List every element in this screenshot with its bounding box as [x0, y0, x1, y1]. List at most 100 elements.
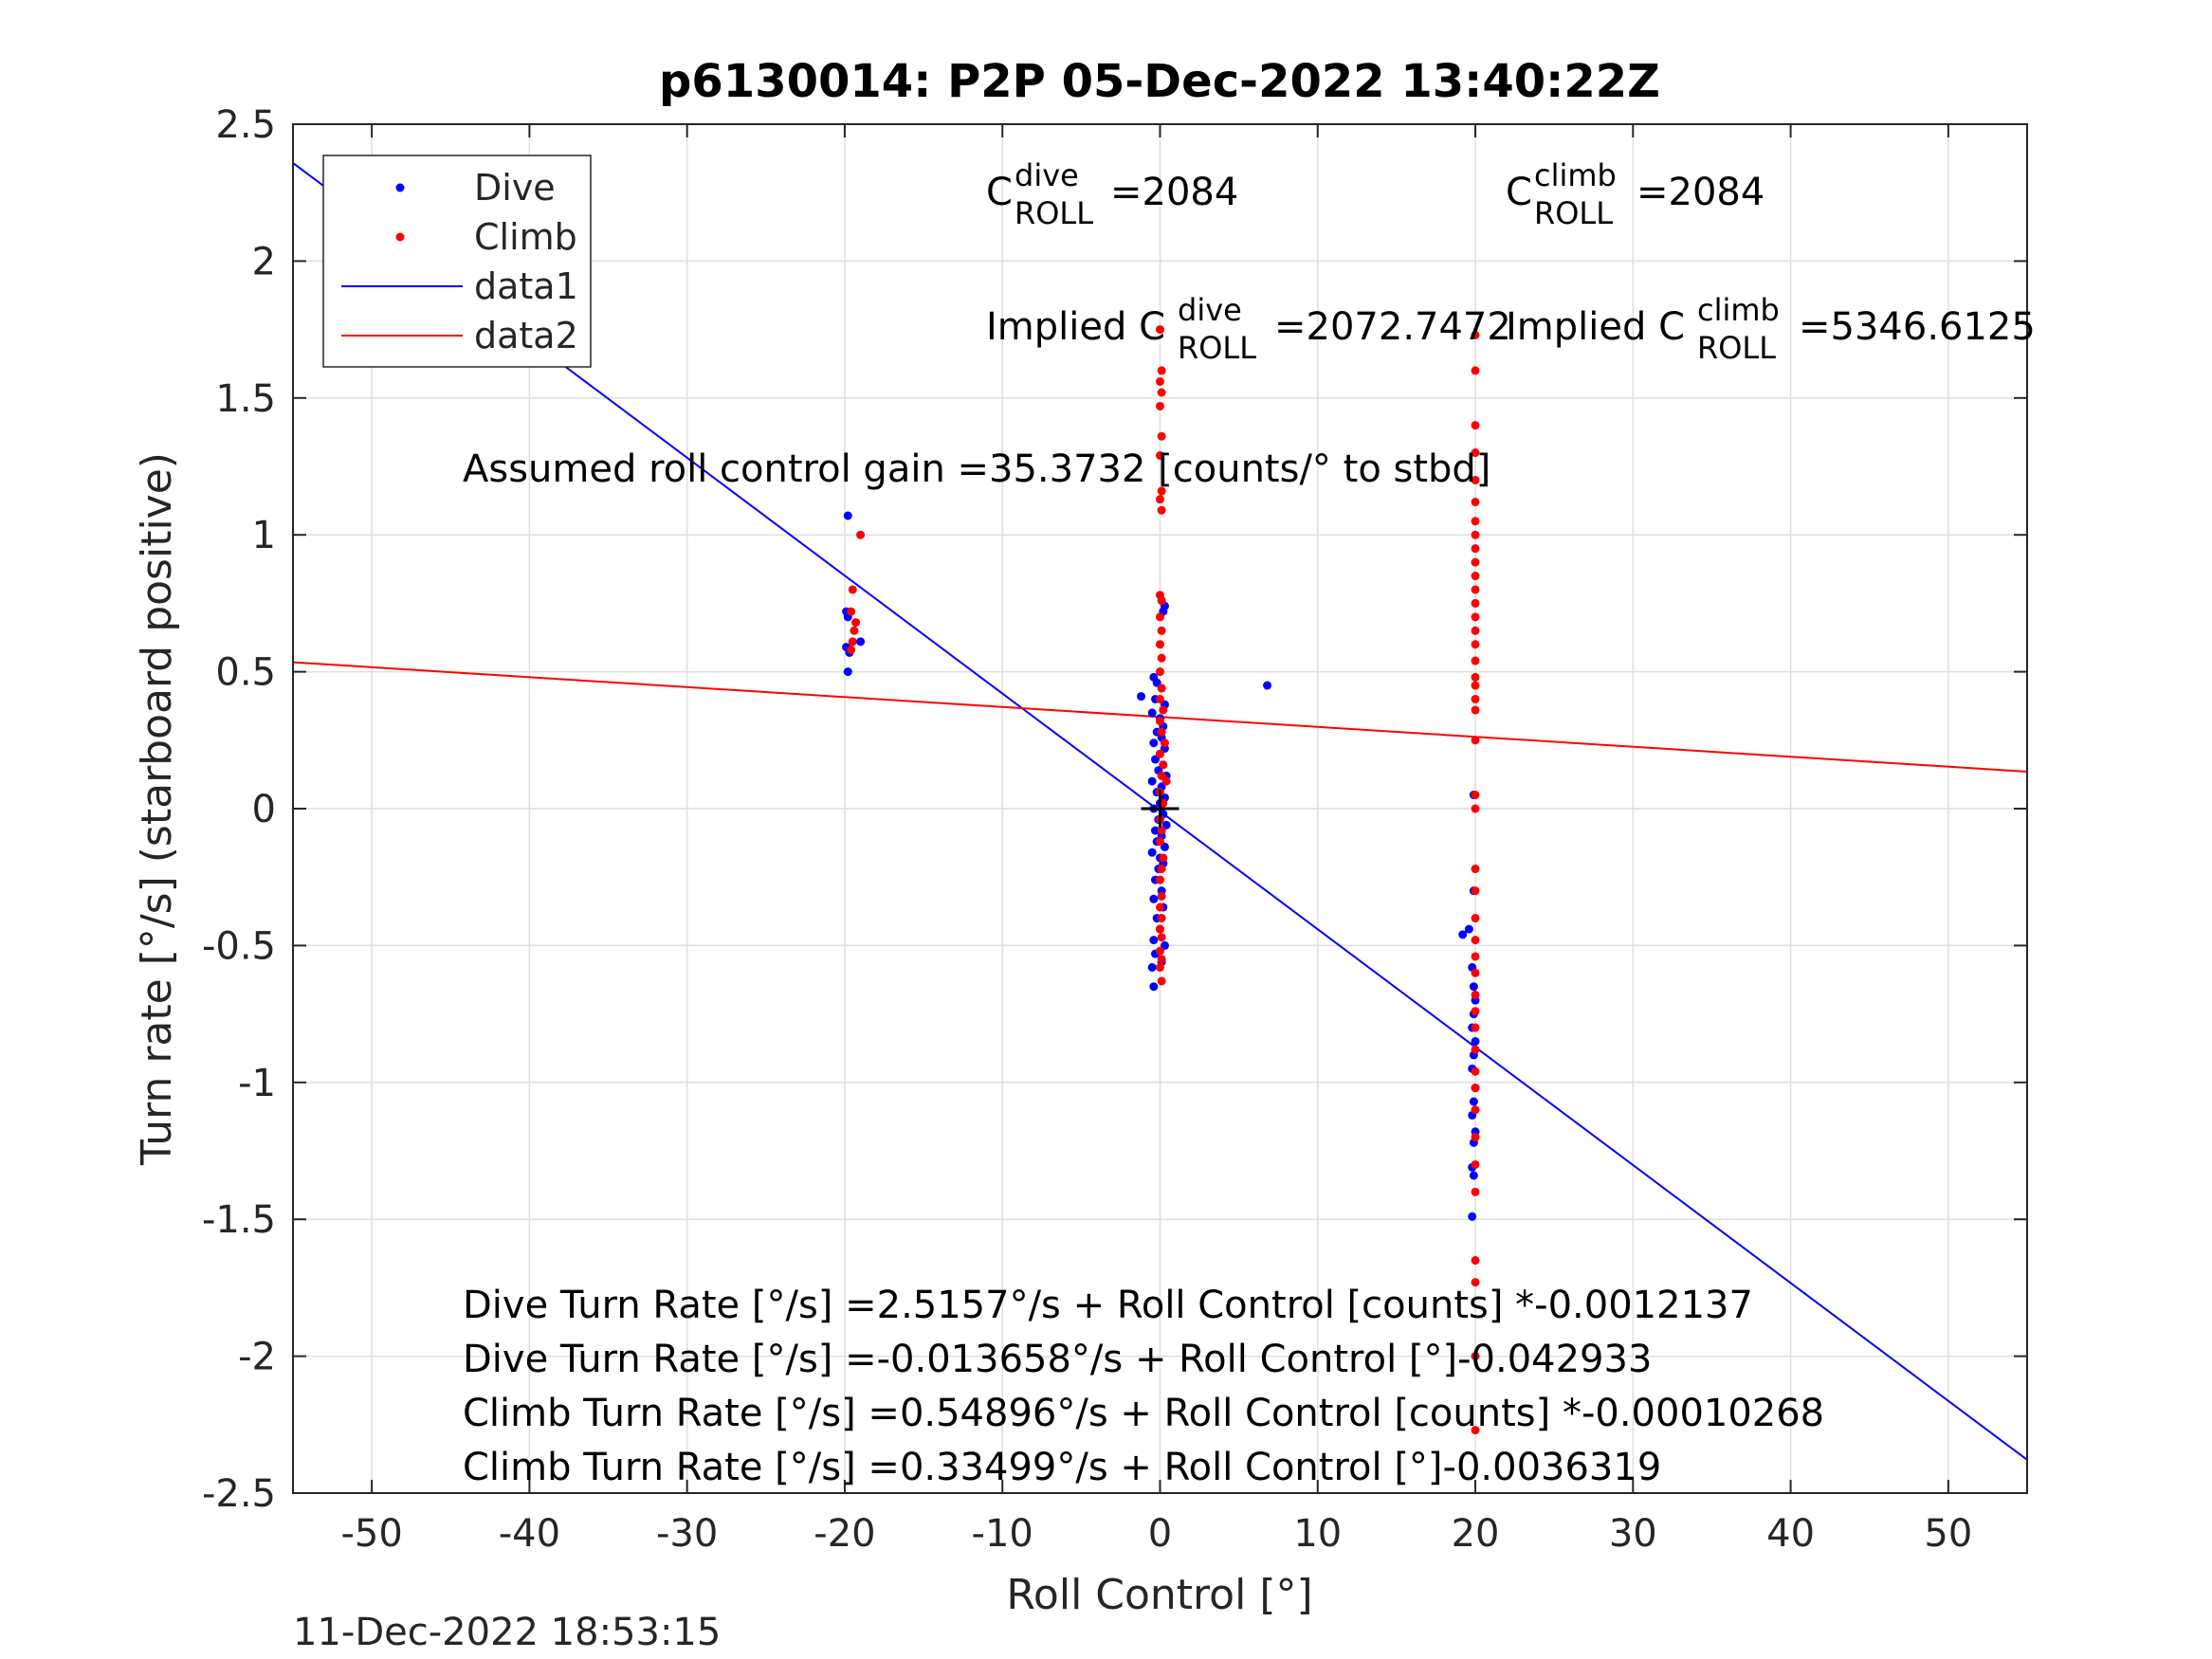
climb-point — [1471, 736, 1480, 745]
climb-point — [1157, 388, 1166, 397]
x-tick-label: 10 — [1293, 1512, 1342, 1556]
c-dive-sub: ROLL — [1015, 195, 1093, 231]
x-tick-label: -20 — [814, 1512, 875, 1556]
climb-point — [1471, 865, 1480, 874]
dive-equation-counts: Dive Turn Rate [°/s] =2.5157°/s + Roll C… — [463, 1284, 1753, 1327]
dive-point — [1147, 963, 1157, 973]
climb-point — [1471, 498, 1480, 507]
climb-point — [1471, 1133, 1480, 1142]
climb-point — [1471, 952, 1480, 961]
climb-point — [1471, 544, 1480, 554]
climb-point — [1156, 963, 1164, 973]
legend-marker — [395, 183, 405, 192]
dive-point — [1147, 708, 1157, 718]
c-climb-sup: climb — [1534, 157, 1617, 193]
x-tick-label: 40 — [1766, 1512, 1815, 1556]
climb-point — [1471, 968, 1480, 977]
climb-point — [1471, 804, 1480, 813]
climb-point — [1156, 376, 1164, 386]
climb-point — [1471, 448, 1480, 458]
c-dive-value: =2084 — [1110, 171, 1238, 214]
climb-point — [1471, 421, 1480, 430]
c-roll-dive-annotation: C dive ROLL =2084 — [986, 157, 1238, 231]
climb-point — [1157, 976, 1166, 986]
climb-point — [1157, 366, 1166, 375]
climb-point — [847, 607, 856, 616]
climb-point — [1471, 1105, 1480, 1115]
climb-point — [1471, 914, 1480, 923]
c-climb-prefix: C — [1506, 171, 1532, 214]
climb-point — [1156, 694, 1164, 703]
y-tick-label: 2.5 — [215, 103, 276, 147]
x-axis-label: Roll Control [°] — [1006, 1571, 1312, 1619]
climb-point — [1471, 886, 1480, 896]
climb-point — [1156, 837, 1164, 847]
dive-point — [1147, 848, 1157, 857]
dive-point — [1151, 826, 1161, 835]
x-tick-label: -50 — [340, 1512, 402, 1556]
y-tick-label: 1.5 — [215, 377, 276, 421]
implied-dive-prefix: Implied C — [986, 305, 1165, 349]
x-tick-label: 30 — [1609, 1512, 1657, 1556]
x-tick-label: 20 — [1452, 1512, 1500, 1556]
climb-point — [1156, 875, 1164, 884]
climb-point — [1471, 936, 1480, 945]
climb-point — [1471, 1426, 1480, 1435]
climb-point — [1471, 640, 1480, 649]
climb-point — [847, 645, 856, 654]
climb-point — [1156, 612, 1164, 622]
implied-c-roll-dive-annotation: Implied C dive ROLL =2072.7472 — [986, 292, 1511, 366]
climb-point — [1157, 505, 1166, 515]
dive-point — [1263, 681, 1272, 690]
dive-point — [1458, 930, 1468, 939]
climb-point — [1157, 933, 1166, 942]
x-tick-label: -10 — [972, 1512, 1033, 1556]
climb-point — [1471, 475, 1480, 484]
climb-point — [1471, 557, 1480, 567]
roll-gain-annotation: Assumed roll control gain =35.3732 [coun… — [463, 447, 1490, 491]
y-tick-label: 0 — [252, 788, 276, 831]
dive-equation-degrees: Dive Turn Rate [°/s] =-0.013658°/s + Rol… — [463, 1338, 1652, 1381]
climb-point — [1157, 596, 1166, 606]
dive-point — [1149, 982, 1159, 992]
climb-point — [1471, 672, 1480, 682]
legend-marker — [395, 232, 405, 242]
climb-point — [1471, 681, 1480, 690]
climb-point — [1156, 946, 1164, 956]
y-tick-label: -2 — [238, 1336, 276, 1379]
climb-point — [1471, 1278, 1480, 1287]
implied-climb-sup: climb — [1697, 292, 1780, 328]
climb-point — [1157, 486, 1166, 496]
y-tick-label: -0.5 — [202, 924, 276, 968]
climb-point — [856, 530, 866, 539]
dive-point — [1149, 738, 1159, 748]
climb-point — [1471, 694, 1480, 703]
climb-point — [1156, 640, 1164, 649]
dive-point — [1469, 982, 1478, 992]
dive-point — [1468, 1212, 1477, 1221]
climb-point — [1157, 865, 1166, 874]
y-tick-label: 2 — [252, 240, 276, 283]
climb-point — [1156, 325, 1164, 335]
c-roll-climb-annotation: C climb ROLL =2084 — [1506, 157, 1764, 231]
climb-point — [1157, 684, 1166, 693]
chart-title: p6130014: P2P 05-Dec-2022 13:40:22Z — [659, 55, 1660, 108]
legend-label: Climb — [474, 216, 577, 258]
x-tick-label: 0 — [1148, 1512, 1172, 1556]
climb-equation-degrees: Climb Turn Rate [°/s] =0.33499°/s + Roll… — [463, 1446, 1661, 1489]
climb-point — [848, 585, 857, 594]
axis-ticks: -50 -40 -30 -20 -10 0 10 20 30 40 50 2.5 2 1.5 1 0.5 0 -0… — [202, 103, 2027, 1556]
climb-point — [1157, 914, 1166, 923]
climb-point — [1159, 705, 1168, 715]
x-tick-label: -30 — [656, 1512, 718, 1556]
climb-point — [1471, 1023, 1480, 1032]
climb-point — [1471, 1084, 1480, 1093]
dive-point — [1469, 1097, 1478, 1106]
climb-point — [1471, 366, 1480, 375]
y-tick-label: -2.5 — [202, 1472, 276, 1516]
climb-point — [1471, 990, 1480, 999]
dive-point — [1469, 1171, 1478, 1180]
climb-point — [1471, 791, 1480, 800]
climb-point — [1156, 450, 1164, 460]
